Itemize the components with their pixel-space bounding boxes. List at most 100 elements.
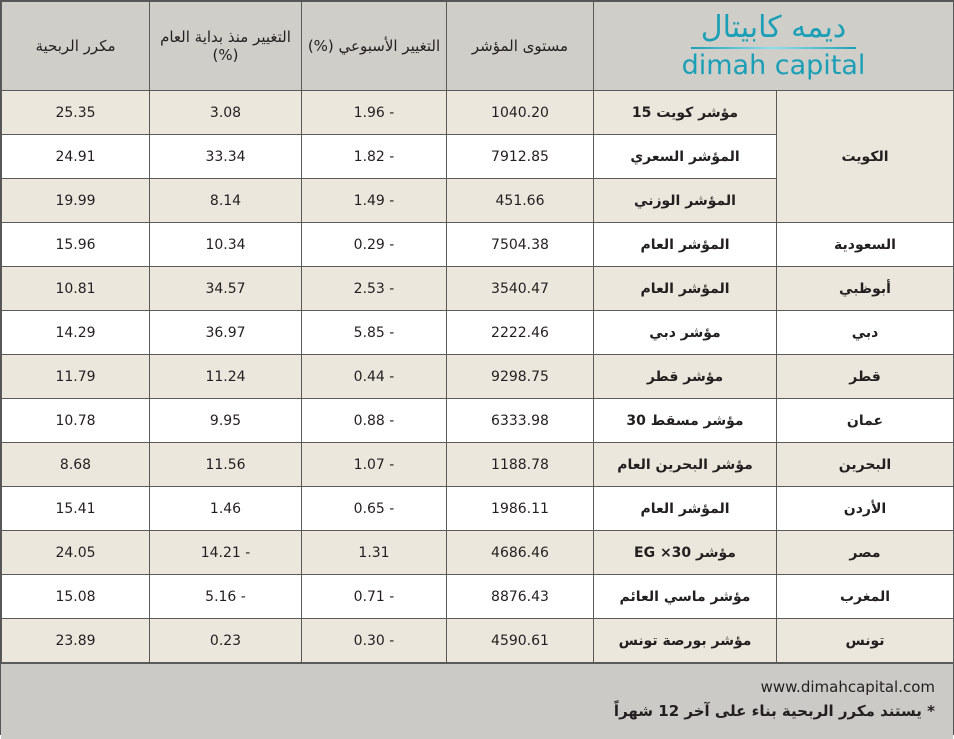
index-name: مؤشر البحرين العام [593, 442, 777, 487]
index-level-value: 2222.46 [446, 310, 594, 355]
country-name: الأردن [775, 486, 954, 531]
index-name: مؤشر مسقط 30 [593, 398, 777, 443]
country-name: عمان [775, 398, 954, 443]
country-name: المغرب [775, 574, 954, 619]
index-name: مؤشر قطر [593, 354, 777, 399]
pe-value: 15.96 [1, 222, 150, 267]
market-indices-table: مكرر الربحية التغيير منذ بداية العام (%)… [1, 1, 954, 663]
table-row: 10.78 9.95 0.88 -6333.98 مؤشر مسقط 30 عمان [1, 398, 954, 443]
logo-divider [691, 47, 857, 49]
table-row: 8.68 11.56 1.07 -1188.78 مؤشر البحرين العام… [1, 442, 954, 487]
header-row: مكرر الربحية التغيير منذ بداية العام (%)… [1, 1, 954, 91]
weekly-change-value: 1.82 - [301, 134, 447, 179]
pe-value: 8.68 [1, 442, 150, 487]
index-level-value: 9298.75 [446, 354, 594, 399]
pe-value: 24.91 [1, 134, 150, 179]
index-name: مؤشر دبي [593, 310, 777, 355]
ytd-change-value: 33.34 [149, 134, 302, 179]
index-name: مؤشر EG ×30 [593, 530, 777, 575]
pe-value: 10.78 [1, 398, 150, 443]
country-name: السعودية [775, 222, 954, 267]
pe-value: 25.35 [1, 90, 150, 135]
pe-value: 23.89 [1, 618, 150, 663]
weekly-change-value: 1.07 - [301, 442, 447, 487]
index-name: المؤشر العام [593, 222, 777, 267]
country-name: قطر [775, 354, 954, 399]
footer: www.dimahcapital.com * يستند مكرر الربحي… [1, 663, 953, 739]
ytd-change-value: 1.46 [149, 486, 302, 531]
logo-arabic: ديمه كابيتال [700, 10, 847, 45]
header-pe: مكرر الربحية [1, 1, 150, 91]
footnote: * يستند مكرر الربحية بناء على آخر 12 شهر… [613, 702, 935, 720]
weekly-change-value: 0.71 - [301, 574, 447, 619]
table-row: 11.79 11.24 0.44 -9298.75 مؤشر قطر قطر [1, 354, 954, 399]
country-name: تونس [775, 618, 954, 663]
index-name: مؤشر بورصة تونس [593, 618, 777, 663]
ytd-change-value: 11.56 [149, 442, 302, 487]
weekly-change-value: 5.85 - [301, 310, 447, 355]
ytd-change-value: 8.14 [149, 178, 302, 223]
header-index-level: مستوى المؤشر [446, 1, 594, 91]
index-name: المؤشر العام [593, 266, 777, 311]
country-name: الكويت [775, 90, 954, 223]
logo-english: dimah capital [681, 50, 866, 81]
index-level-value: 7504.38 [446, 222, 594, 267]
index-name: المؤشر الوزني [593, 178, 777, 223]
ytd-change-value: 10.34 [149, 222, 302, 267]
index-level-value: 1040.20 [446, 90, 594, 135]
ytd-change-value: 0.23 [149, 618, 302, 663]
country-name: البحرين [775, 442, 954, 487]
header-weekly-change: التغيير الأسبوعي (%) [301, 1, 447, 91]
index-level-value: 1188.78 [446, 442, 594, 487]
country-name: مصر [775, 530, 954, 575]
website-link[interactable]: www.dimahcapital.com [760, 678, 935, 696]
weekly-change-value: 0.30 - [301, 618, 447, 663]
table-row: 15.41 1.46 0.65 -1986.11 المؤشر العام الأردن [1, 486, 954, 531]
ytd-change-value: 11.24 [149, 354, 302, 399]
weekly-change-value: 0.29 - [301, 222, 447, 267]
pe-value: 24.05 [1, 530, 150, 575]
weekly-change-value: 0.65 - [301, 486, 447, 531]
pe-value: 19.99 [1, 178, 150, 223]
pe-value: 11.79 [1, 354, 150, 399]
pe-value: 14.29 [1, 310, 150, 355]
ytd-change-value: 34.57 [149, 266, 302, 311]
pe-value: 15.08 [1, 574, 150, 619]
table-row: 14.29 36.97 5.85 -2222.46 مؤشر دبي دبي [1, 310, 954, 355]
weekly-change-value: 2.53 - [301, 266, 447, 311]
table-row: 19.99 8.14 1.49 -451.66 المؤشر الوزني [1, 178, 954, 223]
index-level-value: 7912.85 [446, 134, 594, 179]
weekly-change-value: 1.31 [301, 530, 447, 575]
ytd-change-value: 36.97 [149, 310, 302, 355]
index-level-value: 8876.43 [446, 574, 594, 619]
index-level-value: 1986.11 [446, 486, 594, 531]
ytd-change-value: 14.21 - [149, 530, 302, 575]
index-level-value: 451.66 [446, 178, 594, 223]
ytd-change-value: 9.95 [149, 398, 302, 443]
pe-value: 15.41 [1, 486, 150, 531]
ytd-change-value: 3.08 [149, 90, 302, 135]
pe-value: 10.81 [1, 266, 150, 311]
table-row: 10.81 34.57 2.53 -3540.47 المؤشر العام أبوظب… [1, 266, 954, 311]
index-level-value: 3540.47 [446, 266, 594, 311]
country-name: أبوظبي [775, 266, 954, 311]
table-row: 15.96 10.34 0.29 -7504.38 المؤشر العام السعو… [1, 222, 954, 267]
header-ytd-change: التغيير منذ بداية العام (%) [149, 1, 302, 91]
table-row: 25.35 3.08 1.96 -1040.20 مؤشر كويت 15 الكويت [1, 90, 954, 223]
index-level-value: 4686.46 [446, 530, 594, 575]
table-row: 15.08 5.16 -0.71 -8876.43 مؤشر ماسي العائم… [1, 574, 954, 619]
table-row: 23.89 0.23 0.30 -4590.61 مؤشر بورصة تونس تون… [1, 618, 954, 663]
ytd-change-value: 5.16 - [149, 574, 302, 619]
weekly-change-value: 1.49 - [301, 178, 447, 223]
weekly-change-value: 1.96 - [301, 90, 447, 135]
weekly-change-value: 0.88 - [301, 398, 447, 443]
country-name: دبي [775, 310, 954, 355]
logo: ديمه كابيتال dimah capital [592, 1, 954, 91]
index-name: مؤشر ماسي العائم [593, 574, 777, 619]
index-name: المؤشر السعري [593, 134, 777, 179]
index-level-value: 4590.61 [446, 618, 594, 663]
index-name: مؤشر كويت 15 [593, 90, 777, 135]
index-name: المؤشر العام [593, 486, 777, 531]
weekly-change-value: 0.44 - [301, 354, 447, 399]
